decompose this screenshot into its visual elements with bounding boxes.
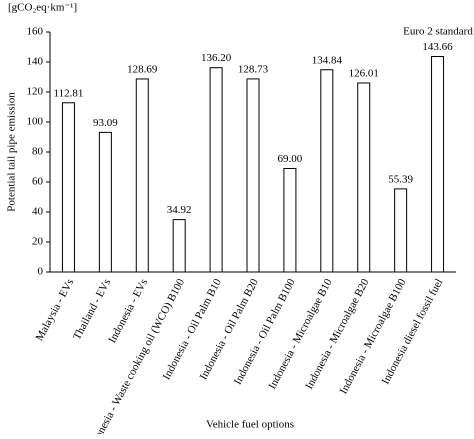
value-label: 128.73 [238, 63, 269, 75]
value-label: 128.69 [127, 63, 158, 75]
x-axis-label: Vehicle fuel options [206, 419, 294, 431]
x-tick-label: Indonesia - Microalgae B20 [303, 277, 372, 392]
y-tick-label: 100 [27, 116, 44, 128]
bar [172, 219, 186, 273]
y-tick-label: 80 [32, 146, 44, 158]
x-tick-label: Malaysia - EVs [34, 277, 77, 343]
value-label: 143.66 [422, 41, 453, 53]
annotation: Euro 2 standard [403, 26, 473, 38]
bar [394, 188, 408, 273]
y-tick-label: 120 [27, 86, 44, 98]
value-label: 93.09 [93, 117, 118, 129]
x-tick-label: Indonesia - Microalgae B100 [338, 277, 409, 397]
value-label: 112.81 [54, 87, 84, 99]
bar [357, 82, 371, 273]
y-axis-label: Potential tail pipe emission [6, 92, 18, 212]
y-tick-label: 0 [38, 266, 44, 278]
value-label: 55.39 [388, 173, 413, 185]
x-tick-label: Thailand - EVs [71, 277, 113, 342]
x-tick-label: Indonesia - Microalgae B10 [266, 277, 335, 392]
bar [246, 78, 260, 273]
y-tick-label: 40 [32, 206, 44, 218]
unit-label: [gCO₂eq·km⁻¹] [8, 2, 77, 14]
y-tick-label: 140 [27, 56, 44, 68]
y-tick-label: 60 [32, 176, 44, 188]
value-label: 69.00 [278, 153, 303, 165]
bar [283, 168, 297, 273]
x-tick-label: Indonesia - EVs [106, 277, 150, 345]
bar [431, 56, 445, 273]
bar [135, 78, 149, 273]
bar [98, 131, 112, 273]
value-label: 34.92 [167, 204, 192, 216]
bar [320, 69, 334, 273]
value-label: 134.84 [312, 54, 343, 66]
value-label: 136.20 [201, 52, 232, 64]
y-tick-label: 20 [32, 236, 44, 248]
bar [61, 102, 75, 273]
value-label: 126.01 [349, 68, 379, 80]
y-tick-label: 160 [27, 26, 44, 38]
bar [209, 67, 223, 273]
